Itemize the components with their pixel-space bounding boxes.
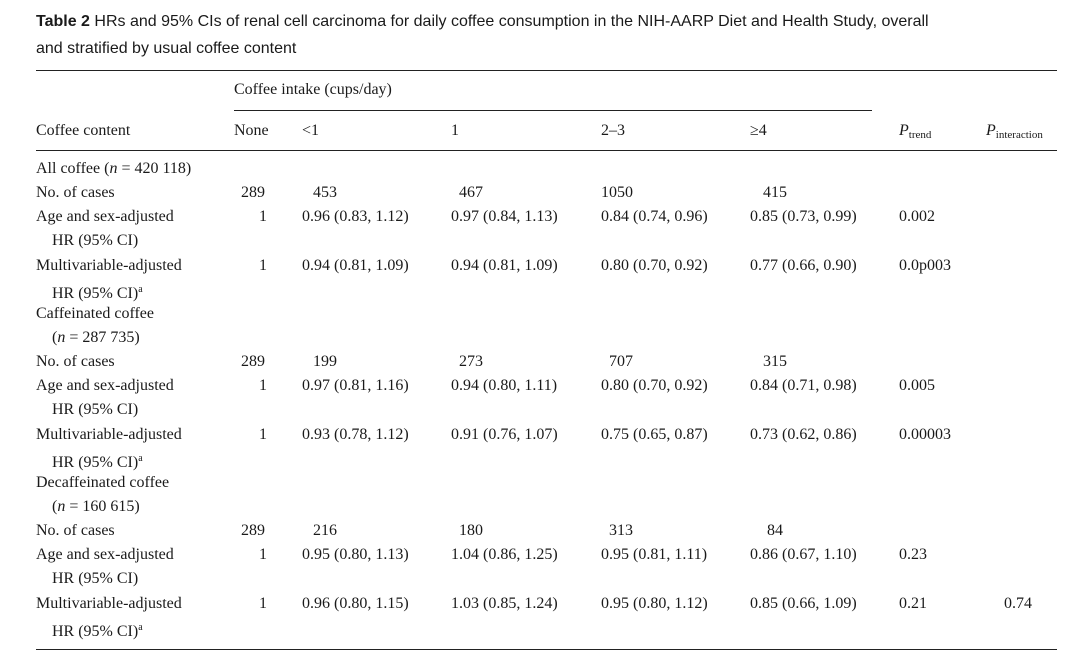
- table-caption: Table 2 HRs and 95% CIs of renal cell ca…: [36, 8, 1066, 62]
- col-header-2-3: 2–3: [601, 122, 625, 139]
- table-cell: 0.95 (0.80, 1.12): [601, 595, 708, 612]
- table-cell: 289: [241, 353, 265, 370]
- table-cell: 707: [609, 353, 633, 370]
- section-title: All coffee (n = 420 118): [36, 160, 192, 177]
- col-header-ge4: ≥4: [750, 122, 767, 139]
- cases-label: No. of cases: [36, 522, 115, 539]
- table-cell: 0.95 (0.80, 1.13): [302, 546, 409, 563]
- age-label: Age and sex-adjusted: [36, 208, 174, 225]
- table-cell: 0.93 (0.78, 1.12): [302, 426, 409, 443]
- bottom-rule: [36, 649, 1057, 650]
- table-cell: 0.80 (0.70, 0.92): [601, 377, 708, 394]
- table-cell: 289: [241, 184, 265, 201]
- table-cell: 1050: [601, 184, 633, 201]
- multi-label: Multivariable-adjusted: [36, 426, 182, 443]
- group-rule: [234, 110, 872, 111]
- table-cell: 1.04 (0.86, 1.25): [451, 546, 558, 563]
- table-cell: 0.94 (0.81, 1.09): [451, 257, 558, 274]
- section-title-2: (n = 287 735): [52, 329, 140, 346]
- multi-label: Multivariable-adjusted: [36, 257, 182, 274]
- table-cell: 1: [259, 426, 267, 443]
- table-cell: 0.84 (0.74, 0.96): [601, 208, 708, 225]
- table-cell: 0.86 (0.67, 1.10): [750, 546, 857, 563]
- table-cell: 0.97 (0.84, 1.13): [451, 208, 558, 225]
- table-cell: 0.96 (0.83, 1.12): [302, 208, 409, 225]
- table-cell: 0.97 (0.81, 1.16): [302, 377, 409, 394]
- table-cell: 199: [313, 353, 337, 370]
- age-label-2: HR (95% CI): [52, 570, 139, 587]
- section-title: Decaffeinated coffee: [36, 474, 170, 491]
- table-cell: 467: [459, 184, 483, 201]
- table-cell: 0.85 (0.66, 1.09): [750, 595, 857, 612]
- multi-label: Multivariable-adjusted: [36, 595, 182, 612]
- table-cell: 315: [763, 353, 787, 370]
- table-cell: 289: [241, 522, 265, 539]
- col-header-lt1: <1: [302, 122, 320, 139]
- col-header-p-trend: Ptrend: [899, 122, 932, 141]
- header-rule: [36, 150, 1057, 151]
- table-cell: 273: [459, 353, 483, 370]
- multi-label-2: HR (95% CI)a: [52, 622, 143, 640]
- p-trend-cell: 0.0p003: [899, 257, 951, 274]
- multi-label-2: HR (95% CI)a: [52, 284, 143, 302]
- table-cell: 313: [609, 522, 633, 539]
- table-cell: 0.77 (0.66, 0.90): [750, 257, 857, 274]
- table-cell: 0.75 (0.65, 0.87): [601, 426, 708, 443]
- top-rule: [36, 70, 1057, 71]
- p-interaction-cell: 0.74: [1004, 595, 1032, 612]
- table-cell: 1: [259, 377, 267, 394]
- table-cell: 453: [313, 184, 337, 201]
- p-trend-cell: 0.00003: [899, 426, 951, 443]
- table-cell: 0.91 (0.76, 1.07): [451, 426, 558, 443]
- table-cell: 180: [459, 522, 483, 539]
- table-cell: 0.85 (0.73, 0.99): [750, 208, 857, 225]
- age-label-2: HR (95% CI): [52, 232, 139, 249]
- p-trend-cell: 0.23: [899, 546, 927, 563]
- p-trend-cell: 0.005: [899, 377, 935, 394]
- multi-label-2: HR (95% CI)a: [52, 453, 143, 471]
- column-group-header: Coffee intake (cups/day): [234, 81, 392, 98]
- table-cell: 0.96 (0.80, 1.15): [302, 595, 409, 612]
- col-header-none: None: [234, 122, 269, 139]
- section-title: Caffeinated coffee: [36, 305, 155, 322]
- table-cell: 1: [259, 546, 267, 563]
- row-label-header: Coffee content: [36, 122, 131, 139]
- table-cell: 0.80 (0.70, 0.92): [601, 257, 708, 274]
- col-header-1: 1: [451, 122, 459, 139]
- age-label: Age and sex-adjusted: [36, 546, 174, 563]
- table-cell: 1: [259, 257, 267, 274]
- table-cell: 0.95 (0.81, 1.11): [601, 546, 708, 563]
- caption-label: Table 2: [36, 13, 90, 30]
- table-cell: 216: [313, 522, 337, 539]
- age-label: Age and sex-adjusted: [36, 377, 174, 394]
- age-label-2: HR (95% CI): [52, 401, 139, 418]
- caption-text: HRs and 95% CIs of renal cell carcinoma …: [94, 13, 929, 30]
- table-cell: 1.03 (0.85, 1.24): [451, 595, 558, 612]
- table-cell: 0.94 (0.80, 1.11): [451, 377, 558, 394]
- table-cell: 1: [259, 208, 267, 225]
- table-cell: 84: [767, 522, 783, 539]
- caption-line-2: and stratified by usual coffee content: [36, 40, 297, 57]
- cases-label: No. of cases: [36, 184, 115, 201]
- col-header-p-interaction: Pinteraction: [986, 122, 1043, 141]
- caption-line-1: Table 2 HRs and 95% CIs of renal cell ca…: [36, 8, 1066, 35]
- table-cell: 1: [259, 595, 267, 612]
- table-cell: 0.84 (0.71, 0.98): [750, 377, 857, 394]
- table-cell: 0.73 (0.62, 0.86): [750, 426, 857, 443]
- section-title-2: (n = 160 615): [52, 498, 140, 515]
- p-trend-cell: 0.002: [899, 208, 935, 225]
- table-cell: 415: [763, 184, 787, 201]
- cases-label: No. of cases: [36, 353, 115, 370]
- table-cell: 0.94 (0.81, 1.09): [302, 257, 409, 274]
- p-trend-cell: 0.21: [899, 595, 927, 612]
